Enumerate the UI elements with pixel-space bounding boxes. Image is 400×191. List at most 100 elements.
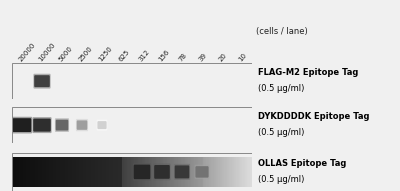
Bar [166, 157, 167, 187]
Bar [205, 157, 207, 187]
Bar [101, 157, 102, 187]
Bar [58, 157, 59, 187]
Bar [242, 157, 244, 187]
Bar [188, 157, 190, 187]
Bar [32, 157, 34, 187]
Bar [112, 157, 113, 187]
Bar [144, 157, 146, 187]
Bar [122, 157, 124, 187]
Bar [218, 157, 220, 187]
Bar [151, 157, 153, 187]
Bar [248, 157, 250, 187]
FancyBboxPatch shape [76, 119, 88, 131]
Bar [92, 157, 94, 187]
Bar [124, 157, 125, 187]
Bar [34, 157, 35, 187]
Bar [61, 157, 63, 187]
Bar [146, 157, 148, 187]
Bar [66, 157, 68, 187]
Bar [139, 157, 141, 187]
Bar [246, 157, 248, 187]
Bar [155, 157, 156, 187]
Bar [203, 157, 204, 187]
Bar [121, 157, 123, 187]
FancyBboxPatch shape [97, 120, 107, 131]
Bar [44, 157, 46, 187]
FancyBboxPatch shape [133, 163, 151, 181]
Bar [65, 157, 66, 187]
Bar [184, 157, 185, 187]
FancyBboxPatch shape [32, 117, 52, 133]
FancyBboxPatch shape [12, 117, 32, 134]
Bar [98, 157, 100, 187]
Bar [145, 157, 147, 187]
Bar [232, 157, 233, 187]
Bar [127, 157, 129, 187]
Bar [85, 157, 87, 187]
Bar [94, 157, 95, 187]
Bar [35, 157, 36, 187]
Bar [115, 157, 117, 187]
Bar [48, 157, 50, 187]
Bar [126, 157, 128, 187]
Bar [102, 157, 104, 187]
Bar [167, 157, 168, 187]
Bar [107, 157, 108, 187]
Bar [50, 157, 52, 187]
Bar [198, 157, 200, 187]
Text: 1250: 1250 [98, 46, 114, 63]
Bar [46, 157, 47, 187]
FancyBboxPatch shape [56, 120, 68, 131]
Bar [222, 157, 224, 187]
Bar [241, 157, 243, 187]
Bar [16, 157, 17, 187]
Bar [24, 157, 26, 187]
Bar [182, 157, 184, 187]
Bar [190, 157, 191, 187]
Bar [149, 157, 150, 187]
Text: DYKDDDDK Epitope Tag: DYKDDDDK Epitope Tag [258, 112, 370, 121]
Bar [80, 157, 82, 187]
Bar [136, 157, 137, 187]
Bar [103, 157, 105, 187]
Bar [194, 157, 196, 187]
Bar [212, 157, 214, 187]
Bar [152, 157, 154, 187]
Bar [220, 157, 221, 187]
Bar [71, 157, 72, 187]
Bar [191, 157, 192, 187]
Bar [125, 157, 126, 187]
Bar [236, 157, 238, 187]
FancyBboxPatch shape [174, 164, 190, 180]
Bar [221, 157, 222, 187]
Bar [22, 157, 23, 187]
Text: 5000: 5000 [58, 45, 74, 63]
Bar [134, 157, 136, 187]
Bar [31, 157, 33, 187]
Bar [114, 157, 116, 187]
Bar [25, 157, 27, 187]
Bar [77, 157, 78, 187]
Bar [175, 157, 177, 187]
Bar [26, 157, 28, 187]
Bar [216, 157, 218, 187]
Bar [128, 157, 130, 187]
Bar [187, 157, 189, 187]
FancyBboxPatch shape [33, 119, 51, 132]
Bar [173, 157, 174, 187]
Bar [72, 157, 74, 187]
Bar [106, 157, 107, 187]
Bar [23, 157, 24, 187]
Bar [154, 157, 155, 187]
FancyBboxPatch shape [77, 120, 87, 130]
Bar [162, 157, 164, 187]
Bar [140, 157, 142, 187]
Bar [181, 157, 183, 187]
Bar [74, 157, 76, 187]
Bar [228, 157, 230, 187]
Bar [18, 157, 20, 187]
Text: (cells / lane): (cells / lane) [256, 27, 308, 36]
Bar [49, 157, 51, 187]
Bar [170, 157, 172, 187]
Bar [89, 157, 90, 187]
